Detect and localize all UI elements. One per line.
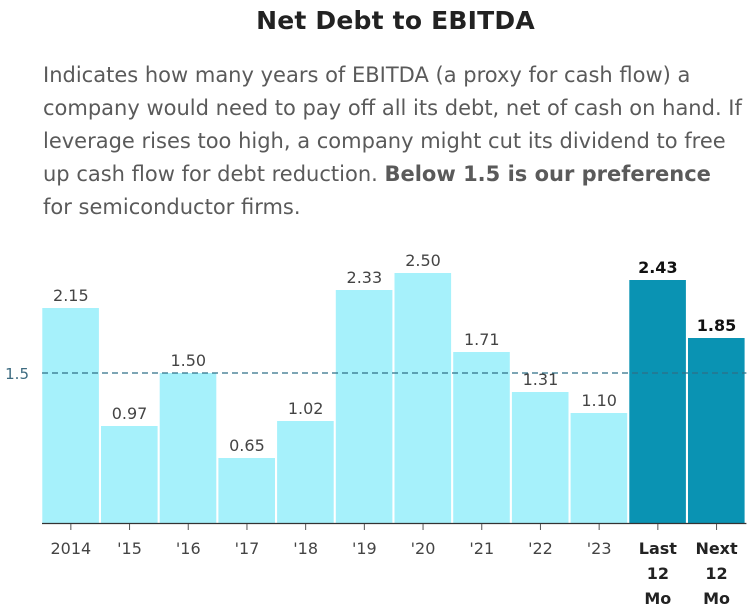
x-tick-label-6: '20 — [411, 539, 436, 558]
x-tick-label-8: '22 — [528, 539, 553, 558]
bar-1 — [101, 426, 158, 523]
data-label-11: 1.85 — [697, 316, 736, 335]
data-label-5: 2.33 — [347, 268, 383, 287]
x-tick-label-10-line-0: Last — [639, 539, 678, 558]
x-tick-label-5: '19 — [352, 539, 377, 558]
data-label-3: 0.65 — [229, 436, 265, 455]
x-tick-label-11-line-0: Next — [695, 539, 738, 558]
data-label-0: 2.15 — [53, 286, 89, 305]
x-tick-label-2: '16 — [176, 539, 201, 558]
reference-line-label: 1.5 — [5, 365, 29, 383]
data-label-4: 1.02 — [288, 399, 324, 418]
data-label-2: 1.50 — [170, 351, 206, 370]
bar-10 — [629, 280, 686, 523]
bar-11 — [688, 338, 745, 523]
chart-subtitle: Indicates how many years of EBITDA (a pr… — [43, 59, 743, 224]
bar-8 — [511, 392, 569, 523]
x-tick-label-11-line-1: 12 — [705, 564, 727, 583]
bar-7 — [453, 352, 510, 523]
data-label-8: 1.31 — [523, 370, 559, 389]
subtitle-emphasis: Below 1.5 is our preference — [384, 162, 711, 186]
x-tick-label-7: '21 — [469, 539, 494, 558]
data-label-7: 1.71 — [464, 330, 500, 349]
bar-2 — [159, 373, 217, 523]
x-tick-label-3: '17 — [235, 539, 260, 558]
bar-9 — [570, 413, 628, 523]
data-label-10: 2.43 — [638, 258, 677, 277]
bar-5 — [335, 290, 393, 523]
data-label-6: 2.50 — [405, 251, 441, 270]
chart-title: Net Debt to EBITDA — [256, 6, 535, 35]
data-label-9: 1.10 — [581, 391, 617, 410]
bar-6 — [394, 273, 452, 523]
x-tick-label-1: '15 — [117, 539, 142, 558]
x-tick-label-11-line-2: Mo — [703, 589, 730, 608]
data-label-1: 0.97 — [112, 404, 148, 423]
subtitle-text-b: for semiconductor firms. — [43, 195, 301, 219]
subtitle-text-a: Indicates how many years of EBITDA (a pr… — [43, 63, 742, 186]
x-tick-label-10-line-1: 12 — [647, 564, 669, 583]
x-tick-label-10-line-2: Mo — [644, 589, 671, 608]
bar-3 — [218, 458, 275, 523]
x-tick-label-0: 2014 — [50, 539, 91, 558]
x-tick-label-4: '18 — [293, 539, 318, 558]
bar-4 — [277, 421, 334, 523]
bar-0 — [42, 308, 99, 523]
x-tick-label-9: '23 — [587, 539, 612, 558]
